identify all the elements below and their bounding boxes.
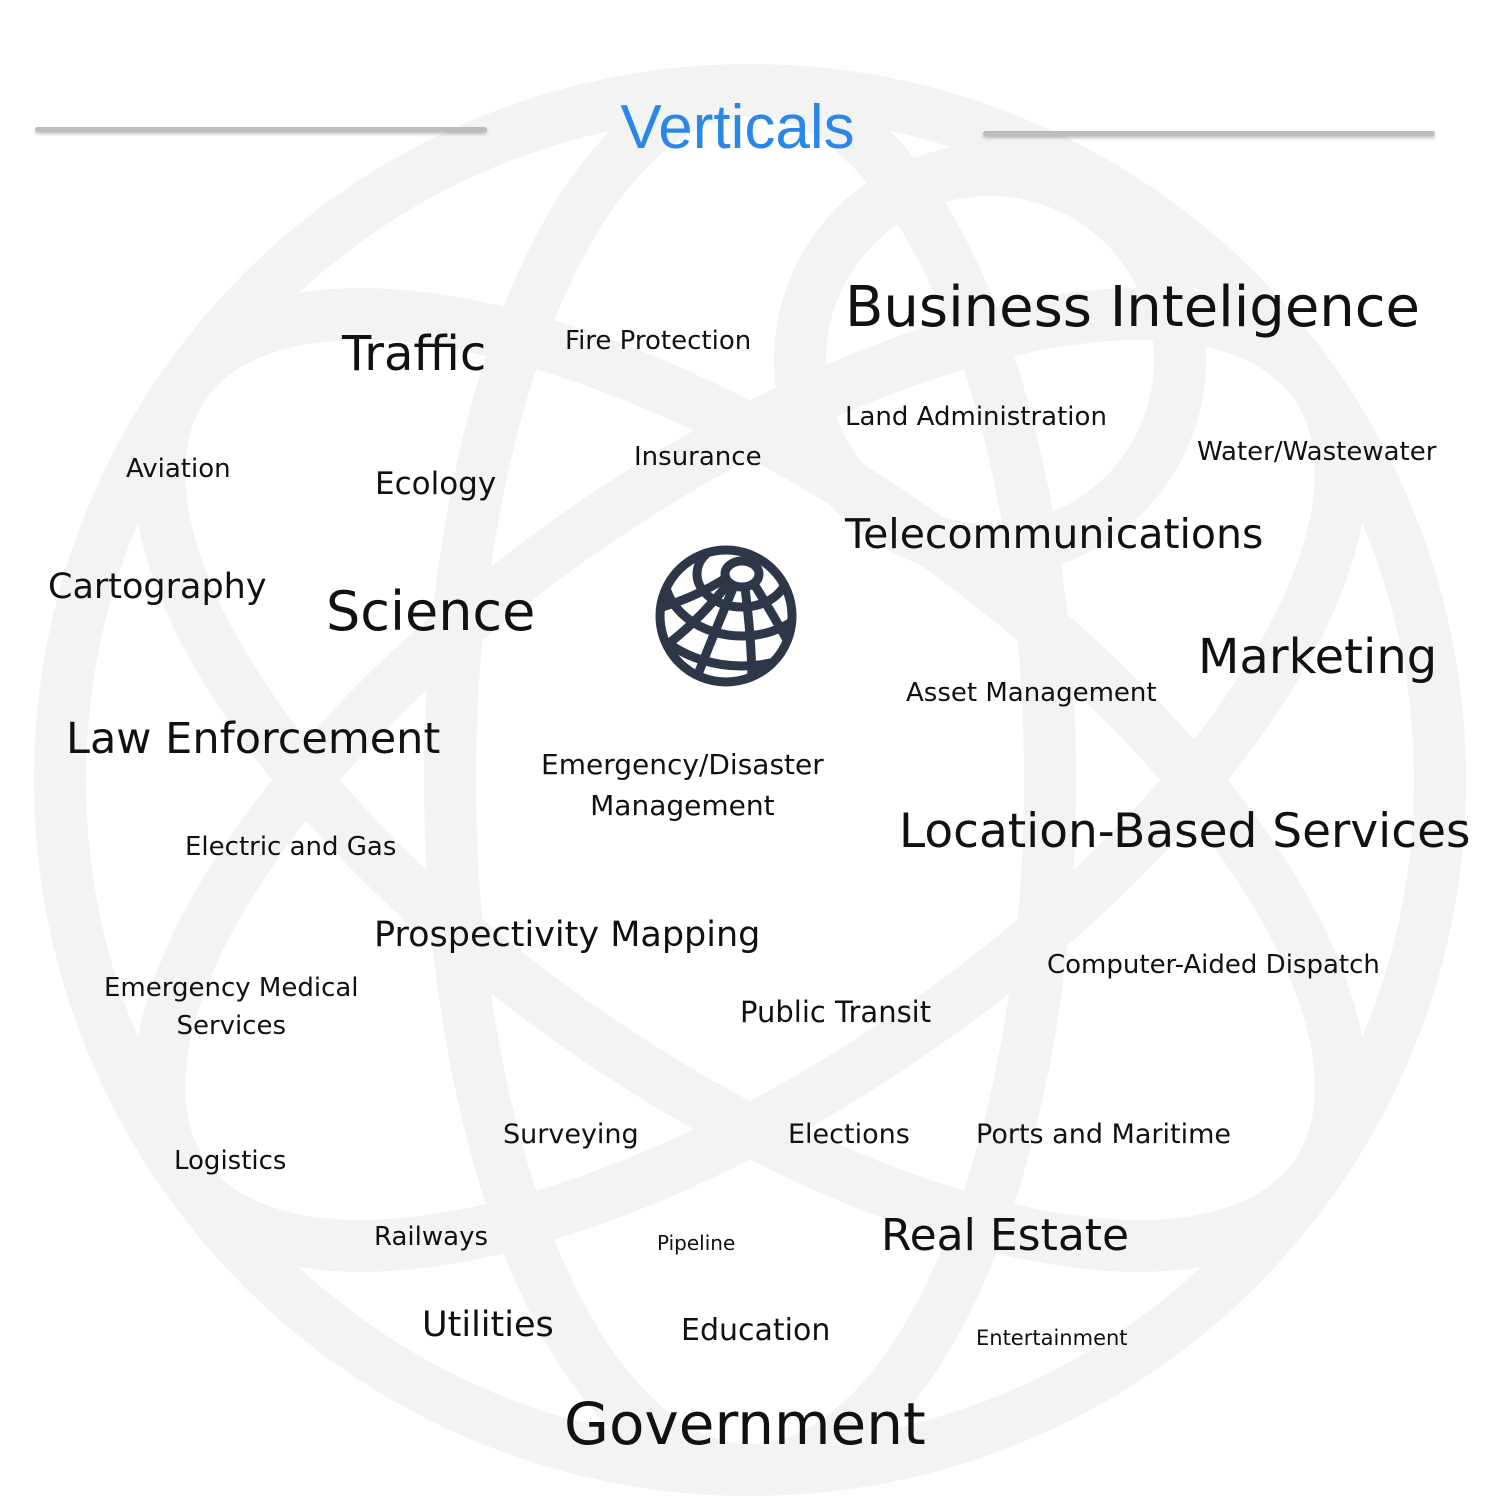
vertical-railways: Railways [374, 1222, 489, 1252]
vertical-emergency-disaster-line1: Emergency/Disaster [541, 748, 824, 781]
vertical-insurance: Insurance [634, 442, 762, 472]
vertical-location-based-services: Location-Based Services [899, 804, 1471, 859]
vertical-telecommunications: Telecommunications [845, 510, 1264, 558]
vertical-computer-aided-dispatch: Computer-Aided Dispatch [1047, 950, 1380, 980]
vertical-business-intelligence: Business Inteligence [845, 275, 1421, 340]
right-divider [983, 131, 1435, 136]
vertical-electric-and-gas: Electric and Gas [185, 832, 397, 862]
vertical-water-wastewater: Water/Wastewater [1197, 437, 1437, 467]
vertical-traffic: Traffic [342, 326, 487, 382]
vertical-aviation: Aviation [126, 454, 231, 484]
vertical-ports-and-maritime: Ports and Maritime [976, 1119, 1231, 1150]
vertical-emergency-disaster-line2: Management [590, 788, 775, 822]
vertical-public-transit: Public Transit [740, 995, 932, 1029]
page-title: Verticals [620, 93, 855, 162]
vertical-emergency-medical-line1: Emergency Medical [104, 973, 359, 1003]
vertical-emergency-medical-line2: Services [176, 1010, 287, 1041]
vertical-cartography: Cartography [48, 567, 267, 607]
left-divider [35, 127, 487, 132]
vertical-law-enforcement: Law Enforcement [66, 714, 441, 764]
vertical-government: Government [564, 1390, 926, 1458]
globe-icon [655, 545, 797, 687]
vertical-prospectivity-mapping: Prospectivity Mapping [374, 915, 761, 955]
vertical-emergency-medical-services: Emergency Medical Services [104, 970, 359, 1045]
vertical-ecology: Ecology [375, 466, 497, 502]
vertical-education: Education [681, 1313, 831, 1348]
vertical-elections: Elections [788, 1119, 910, 1150]
vertical-logistics: Logistics [174, 1146, 287, 1176]
vertical-surveying: Surveying [503, 1119, 639, 1150]
vertical-asset-management: Asset Management [906, 678, 1157, 708]
vertical-pipeline: Pipeline [657, 1231, 736, 1255]
vertical-fire-protection: Fire Protection [565, 326, 752, 356]
vertical-land-administration: Land Administration [845, 402, 1107, 432]
vertical-real-estate: Real Estate [881, 1210, 1130, 1261]
vertical-emergency-disaster-management: Emergency/Disaster Management [541, 745, 824, 826]
vertical-utilities: Utilities [422, 1305, 554, 1345]
vertical-marketing: Marketing [1198, 629, 1438, 685]
vertical-science: Science [326, 580, 536, 643]
vertical-entertainment: Entertainment [976, 1326, 1128, 1350]
